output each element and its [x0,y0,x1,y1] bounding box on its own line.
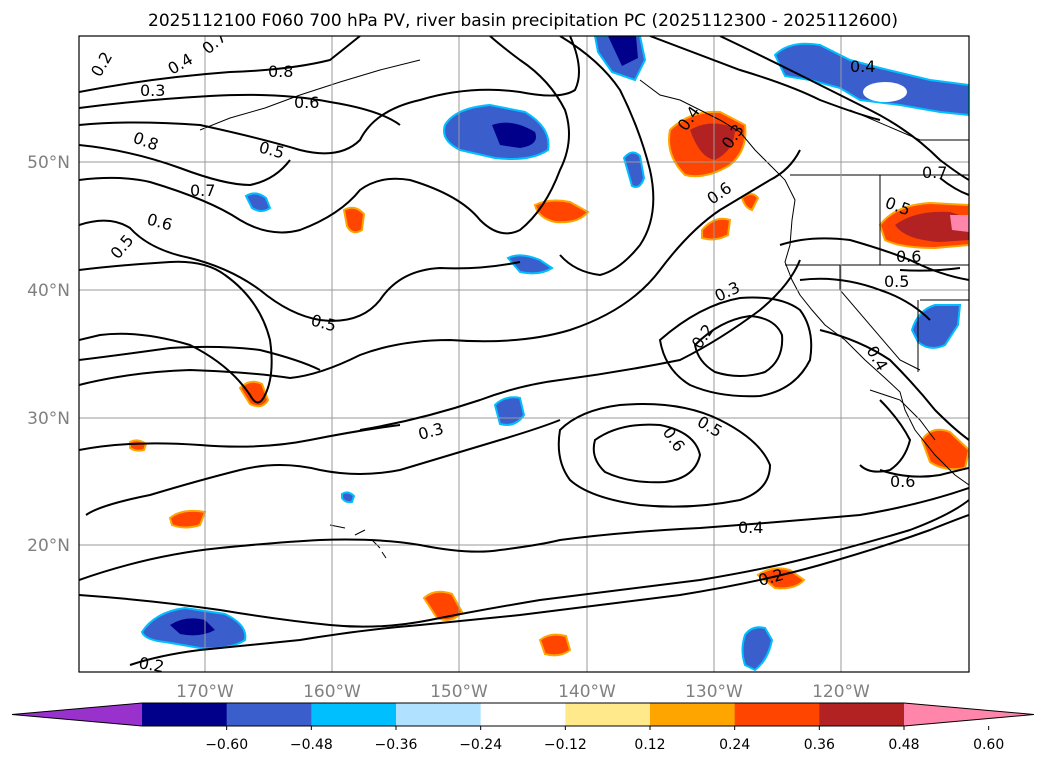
colorbar-extend-high [904,703,1034,726]
pv-contours [79,36,969,666]
lat-label: 30°N [27,409,70,429]
contour-label: 0.2 [137,653,165,676]
colorbar-tick-label: −0.12 [544,737,587,753]
colorbar-segment [480,703,566,726]
colorbar-tick-label: 0.12 [634,737,665,753]
colorbar-segment [734,703,820,726]
lon-label: 130°W [685,682,743,702]
contour-label: 0.6 [294,93,319,112]
contour-label: 0.4 [850,57,875,76]
colorbar-tick-label: 0.60 [973,737,1004,753]
lon-label: 150°W [430,682,488,702]
lon-label: 170°W [176,682,234,702]
colorbar: −0.60 −0.48 −0.36 −0.24 −0.12 0.12 0.24 0.36 0.4… [11,702,1035,753]
colorbar-tick-label: −0.48 [290,737,333,753]
contour-label: 0.3 [140,81,165,100]
colorbar-tick-label: −0.36 [375,737,418,753]
lat-label: 50°N [27,153,70,173]
colorbar-tick-label: 0.48 [888,737,919,753]
colorbar-tick-label: −0.60 [205,737,248,753]
colorbar-outline [11,702,1035,727]
map-title: 2025112100 F060 700 hPa PV, river basin … [148,11,898,31]
coastlines [199,59,969,559]
lon-label: 140°W [558,682,616,702]
gridlines [79,36,969,672]
colorbar-tick-label: −0.24 [459,737,502,753]
colorbar-segment [819,703,905,726]
contour-label: 0.7 [190,181,215,200]
colorbar-segment [396,703,482,726]
lon-label: 120°W [812,682,870,702]
colorbar-segment [565,703,651,726]
contour-label: 0.4 [738,518,763,537]
contour-label: 0.6 [896,247,921,266]
lat-label: 20°N [27,536,70,556]
lat-label: 40°N [27,281,70,301]
latitude-labels: 50°N 40°N 30°N 20°N [27,153,70,556]
colorbar-tick-label: 0.36 [804,737,835,753]
colorbar-tick-label: 0.24 [719,737,750,753]
colorbar-segment [311,703,397,726]
map-area: 0.2 0.4 0.7 0.3 0.8 0.6 0.8 0.5 0.7 0.6 … [79,36,969,676]
map-frame [78,35,970,673]
precip-shading [129,36,969,672]
contour-label: 0.5 [884,272,909,291]
colorbar-segment [142,703,228,726]
contour-label: 0.6 [890,472,915,491]
colorbar-segment [650,703,736,726]
lon-label: 160°W [303,682,361,702]
longitude-labels: 170°W 160°W 150°W 140°W 130°W 120°W [176,682,870,702]
negative-anomaly [140,36,969,672]
colorbar-segment [226,703,312,726]
colorbar-extend-low [12,703,142,726]
contour-label: 0.7 [922,163,947,182]
contour-label: 0.8 [268,62,293,81]
